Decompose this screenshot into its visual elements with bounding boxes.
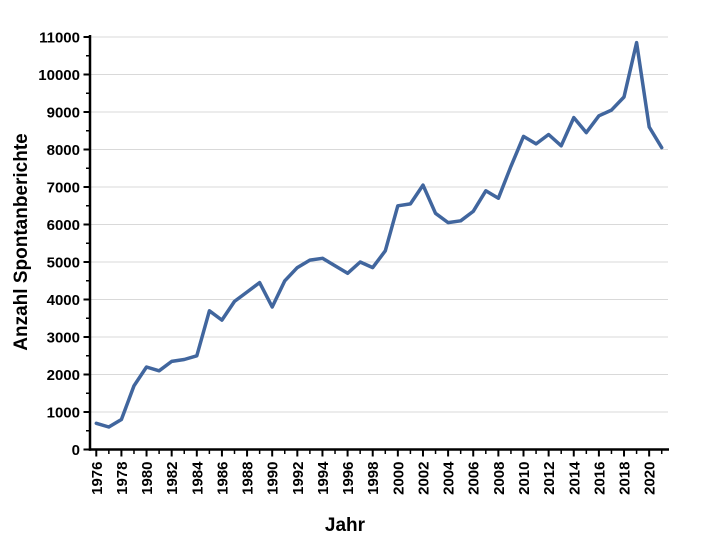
y-tick-label: 3000 [47, 330, 80, 347]
y-tick-label: 2000 [47, 367, 80, 384]
x-tick-label: 1996 [340, 462, 357, 495]
x-tick-label: 1976 [89, 462, 106, 495]
x-tick-label: 1986 [214, 462, 231, 495]
x-tick-label: 2006 [466, 462, 483, 495]
x-tick-label: 1988 [240, 462, 257, 495]
x-tick-label: 2012 [541, 462, 558, 495]
y-tick-label: 9000 [47, 105, 80, 122]
y-tick-label: 7000 [47, 180, 80, 197]
y-tick-label: 1000 [47, 405, 80, 422]
x-tick-label: 1990 [265, 462, 282, 495]
x-tick-label: 2014 [566, 461, 583, 495]
y-tick-label: 4000 [47, 292, 80, 309]
x-axis-tick-labels: 1976 1978 1980 1982 1984 1986 1988 1990 1992 1994… [89, 461, 659, 495]
x-tick-label: 1980 [139, 462, 156, 495]
x-axis-title: Jahr [325, 515, 366, 536]
y-tick-label: 0 [72, 442, 80, 459]
x-tick-label: 2002 [415, 462, 432, 495]
x-tick-label: 1978 [114, 462, 131, 495]
x-tick-label: 2020 [642, 462, 659, 495]
x-tick-label: 1992 [290, 462, 307, 495]
x-tick-label: 1984 [189, 461, 206, 495]
x-tick-label: 2008 [491, 462, 508, 495]
series-line-spontanberichte [94, 40, 664, 429]
x-tick-label: 2018 [617, 462, 634, 495]
y-tick-label: 5000 [47, 255, 80, 272]
y-tick-label: 11000 [39, 30, 80, 47]
x-tick-label: 2000 [390, 462, 407, 495]
x-tick-label: 1998 [365, 462, 382, 495]
x-tick-label: 2004 [441, 461, 458, 495]
y-tick-label: 8000 [47, 142, 80, 159]
x-tick-label: 1994 [315, 461, 332, 495]
y-tick-label: 6000 [47, 217, 80, 234]
x-tick-label: 2016 [591, 462, 608, 495]
x-axis-ticks [95, 450, 663, 457]
x-tick-label: 1982 [164, 462, 181, 495]
y-tick-label: 10000 [38, 67, 80, 84]
y-axis-title: Anzahl Spontanberichte [11, 133, 32, 350]
gridlines [90, 36, 668, 413]
y-axis-tick-labels: 0 1000 2000 3000 4000 5000 6000 7000 8000 9000 100… [38, 30, 80, 460]
x-tick-label: 2010 [516, 462, 533, 495]
